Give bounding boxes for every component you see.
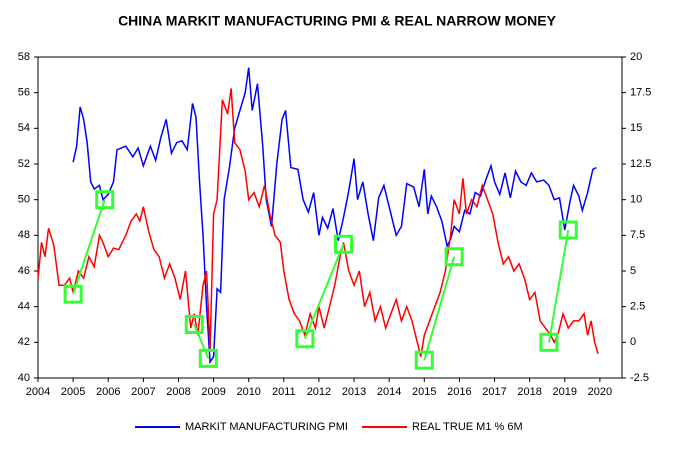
marker-square — [63, 284, 83, 304]
y2-tick-label: 10 — [630, 194, 642, 206]
y2-tick-label: 7.5 — [630, 229, 645, 241]
y2-tick-label: -2.5 — [630, 372, 649, 384]
marker-link — [547, 229, 570, 343]
y2-tick-label: 20 — [630, 51, 642, 63]
y2-tick-label: 17.5 — [630, 87, 651, 99]
x-tick-label: 2010 — [236, 386, 260, 398]
marker-square — [295, 329, 315, 349]
y-tick-label: 52 — [18, 158, 30, 170]
marker-square — [539, 332, 559, 352]
x-tick-label: 2019 — [553, 386, 577, 398]
legend-label: MARKIT MANUFACTURING PMI — [185, 421, 348, 433]
marker-link — [193, 324, 210, 359]
x-tick-label: 2014 — [377, 386, 401, 398]
y-tick-label: 40 — [18, 372, 30, 384]
y-tick-label: 48 — [18, 229, 30, 241]
x-tick-label: 2018 — [517, 386, 541, 398]
marker-square — [558, 220, 578, 240]
marker-square — [444, 247, 464, 267]
x-tick-label: 2004 — [26, 386, 50, 398]
x-tick-label: 2015 — [412, 386, 436, 398]
x-tick-label: 2020 — [588, 386, 612, 398]
marker-square — [95, 190, 115, 210]
y2-tick-label: 5 — [630, 265, 636, 277]
marker-square — [198, 348, 218, 368]
y-tick-label: 56 — [18, 87, 30, 99]
y2-tick-label: 12.5 — [630, 158, 651, 170]
series-line — [37, 88, 599, 357]
plot-frame — [37, 56, 623, 379]
x-tick-label: 2005 — [61, 386, 85, 398]
x-tick-label: 2016 — [447, 386, 471, 398]
y2-tick-label: 0 — [630, 336, 636, 348]
y-tick-label: 54 — [18, 122, 30, 134]
marker-link — [303, 243, 345, 340]
marker-link — [423, 256, 456, 361]
y2-tick-label: 2.5 — [630, 301, 645, 313]
marker-square — [414, 350, 434, 370]
x-tick-label: 2008 — [166, 386, 190, 398]
x-tick-label: 2006 — [96, 386, 120, 398]
chart-title: CHINA MARKIT MANUFACTURING PMI & REAL NA… — [118, 13, 557, 29]
marker-square — [334, 234, 354, 254]
y-tick-label: 44 — [18, 301, 30, 313]
x-tick-label: 2017 — [482, 386, 506, 398]
y-tick-label: 42 — [18, 336, 30, 348]
marker-link — [72, 199, 106, 295]
x-tick-label: 2013 — [342, 386, 366, 398]
x-tick-label: 2007 — [131, 386, 155, 398]
marker-square — [184, 315, 204, 334]
series-line — [72, 67, 597, 365]
x-tick-label: 2009 — [201, 386, 225, 398]
y-tick-label: 46 — [18, 265, 30, 277]
y2-tick-label: 15 — [630, 122, 642, 134]
y-tick-label: 50 — [18, 194, 30, 206]
x-tick-label: 2012 — [307, 386, 331, 398]
y-tick-label: 58 — [18, 51, 30, 63]
legend-label: REAL TRUE M1 % 6M — [412, 421, 523, 433]
x-tick-label: 2011 — [272, 386, 296, 398]
